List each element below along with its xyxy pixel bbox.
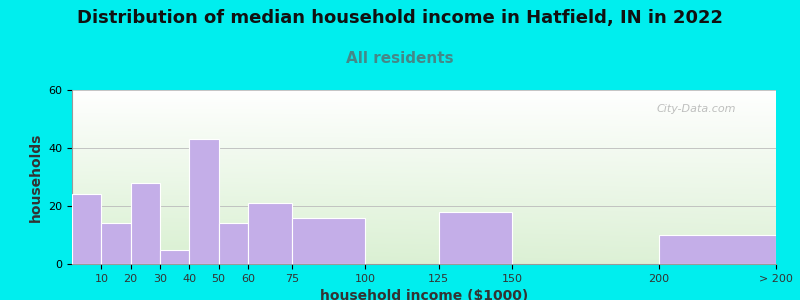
Bar	[160, 250, 190, 264]
Bar	[102, 224, 130, 264]
Bar	[218, 224, 248, 264]
Bar	[130, 183, 160, 264]
Bar	[248, 203, 292, 264]
Bar	[658, 235, 776, 264]
Bar	[72, 194, 102, 264]
Bar	[190, 139, 218, 264]
Text: City-Data.com: City-Data.com	[656, 104, 736, 114]
Text: Distribution of median household income in Hatfield, IN in 2022: Distribution of median household income …	[77, 9, 723, 27]
X-axis label: household income ($1000): household income ($1000)	[320, 289, 528, 300]
Text: All residents: All residents	[346, 51, 454, 66]
Bar	[292, 218, 366, 264]
Bar	[438, 212, 512, 264]
Y-axis label: households: households	[29, 132, 42, 222]
